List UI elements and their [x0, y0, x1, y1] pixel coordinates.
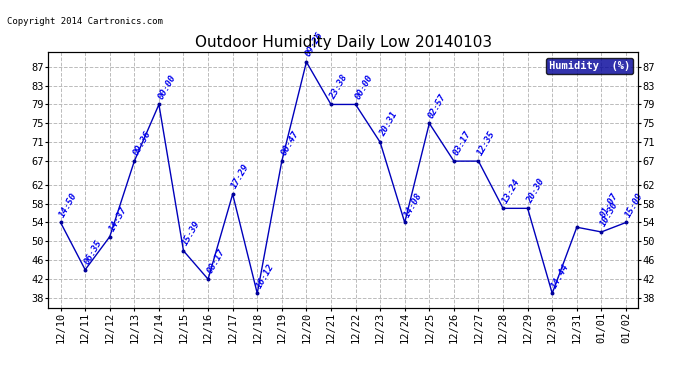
Text: 06:35: 06:35: [83, 238, 104, 266]
Title: Outdoor Humidity Daily Low 20140103: Outdoor Humidity Daily Low 20140103: [195, 35, 492, 50]
Text: 14:50: 14:50: [58, 191, 79, 219]
Point: [596, 229, 607, 235]
Text: 10:30: 10:30: [599, 200, 620, 228]
Point: [227, 191, 238, 197]
Point: [497, 206, 509, 212]
Point: [400, 219, 411, 225]
Text: 02:57: 02:57: [427, 92, 448, 120]
Text: 23:38: 23:38: [328, 73, 350, 100]
Point: [522, 206, 533, 212]
Legend: Humidity  (%): Humidity (%): [546, 58, 633, 74]
Point: [375, 139, 386, 145]
Text: 20:31: 20:31: [377, 111, 399, 138]
Point: [571, 224, 582, 230]
Text: 09:26: 09:26: [304, 30, 325, 58]
Text: 08:17: 08:17: [206, 248, 227, 275]
Text: 00:00: 00:00: [353, 73, 375, 100]
Text: 03:17: 03:17: [451, 129, 473, 158]
Text: 14:44: 14:44: [550, 262, 571, 290]
Point: [104, 234, 115, 240]
Text: 16:12: 16:12: [255, 262, 276, 290]
Text: 09:36: 09:36: [132, 129, 153, 158]
Text: 01:07: 01:07: [599, 191, 620, 219]
Point: [326, 102, 337, 108]
Point: [546, 290, 558, 296]
Text: 20:30: 20:30: [525, 177, 546, 204]
Text: 14:37: 14:37: [108, 205, 128, 233]
Point: [252, 290, 263, 296]
Text: 00:00: 00:00: [157, 73, 178, 100]
Text: Copyright 2014 Cartronics.com: Copyright 2014 Cartronics.com: [7, 17, 163, 26]
Point: [276, 158, 287, 164]
Text: 15:09: 15:09: [624, 191, 644, 219]
Point: [620, 219, 631, 225]
Point: [448, 158, 460, 164]
Point: [153, 102, 164, 108]
Text: 13:24: 13:24: [500, 177, 522, 204]
Point: [203, 276, 214, 282]
Text: 12:35: 12:35: [476, 129, 497, 158]
Point: [301, 59, 312, 65]
Point: [55, 219, 66, 225]
Point: [350, 102, 361, 108]
Point: [178, 248, 189, 254]
Text: 00:47: 00:47: [279, 129, 301, 158]
Point: [79, 267, 90, 273]
Text: 14:08: 14:08: [402, 191, 424, 219]
Point: [424, 120, 435, 126]
Point: [473, 158, 484, 164]
Point: [129, 158, 140, 164]
Text: 15:39: 15:39: [181, 219, 202, 247]
Text: 17:29: 17:29: [230, 163, 251, 190]
